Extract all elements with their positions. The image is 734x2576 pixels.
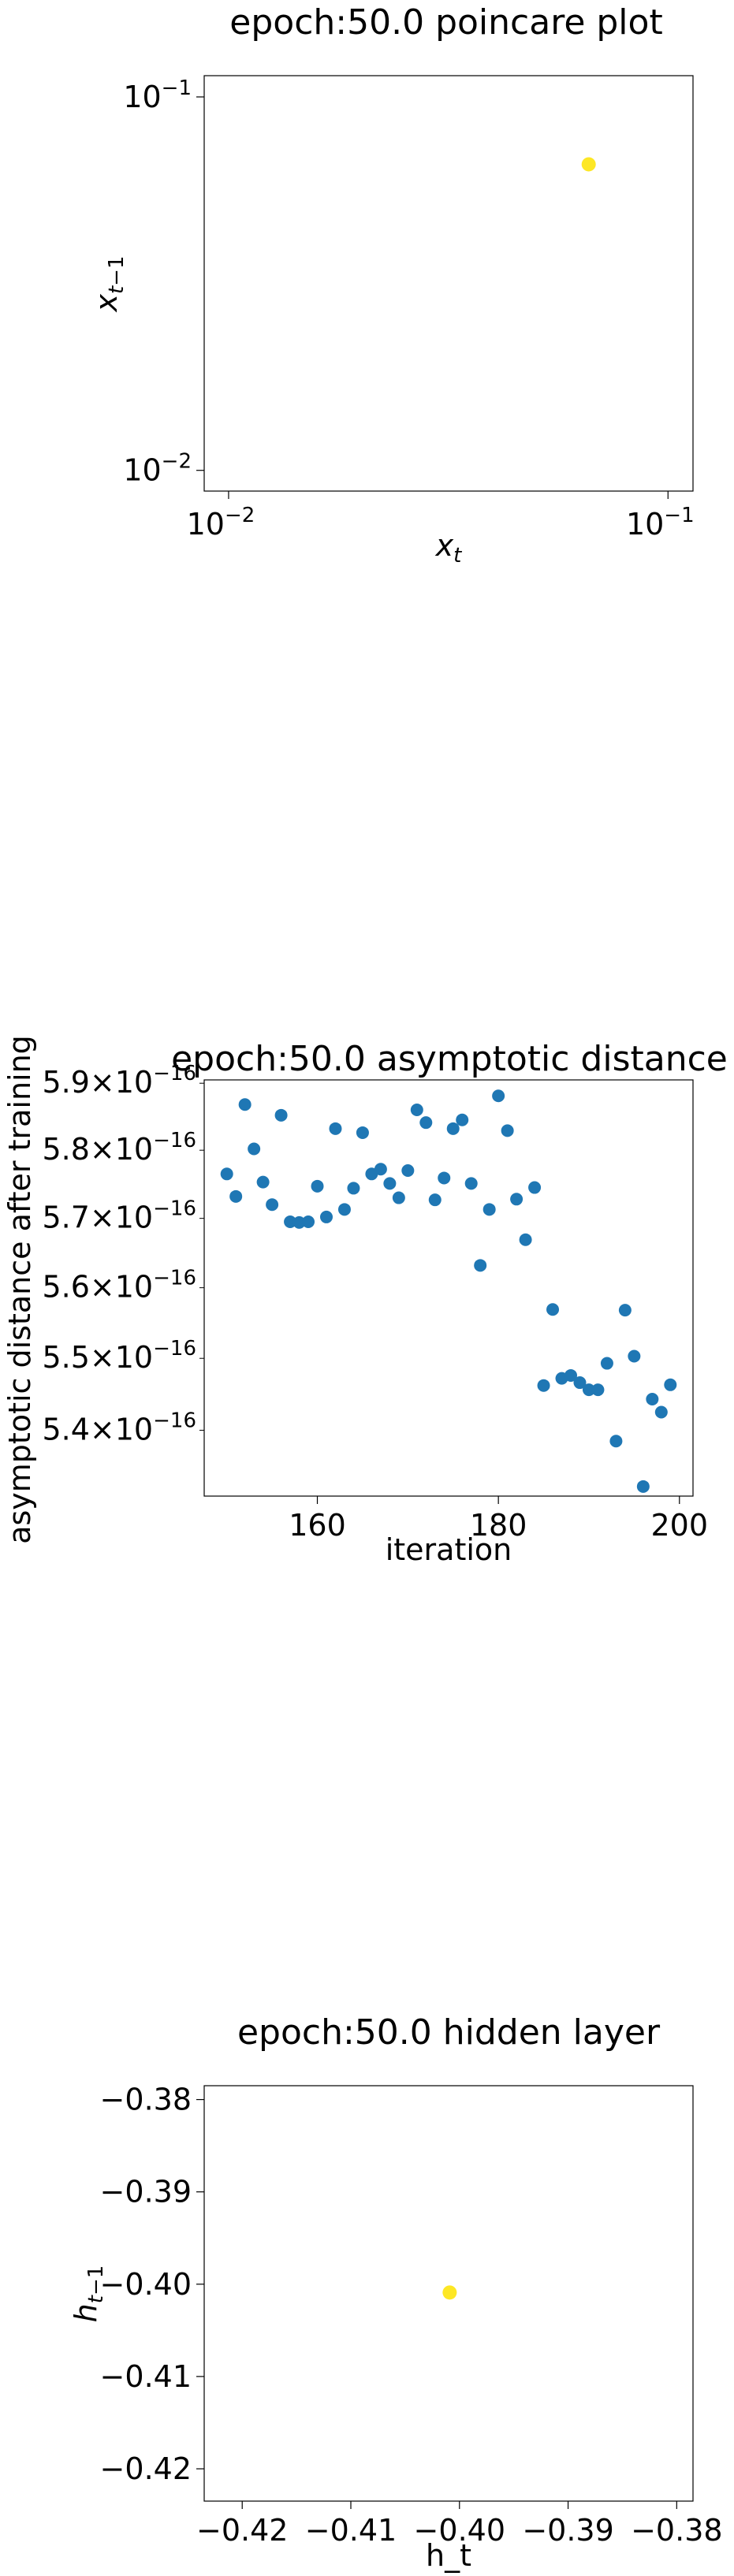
- asymptotic-point-0: [220, 1167, 233, 1181]
- asymptotic-point-24: [438, 1171, 451, 1185]
- hidden-point-0: [442, 2285, 457, 2300]
- asymptotic-point-29: [483, 1203, 496, 1216]
- poincare-ytick-label-0: 10−2: [123, 450, 192, 488]
- asymptotic-point-3: [248, 1142, 261, 1156]
- asymptotic-point-14: [347, 1182, 360, 1195]
- asymptotic-ytick-label-5: 5.9×10−16: [42, 1062, 196, 1100]
- asymptotic-point-47: [646, 1393, 659, 1406]
- asymptotic-point-34: [528, 1181, 542, 1194]
- chart-asymptotic: epoch:50.0 asymptotic distance 160 180 200…: [2, 1035, 728, 1567]
- asymptotic-point-33: [519, 1233, 532, 1246]
- asymptotic-ytick-label-4: 5.8×10−16: [42, 1129, 196, 1167]
- asymptotic-point-41: [591, 1383, 605, 1397]
- hidden-xlabel: h_t: [426, 2538, 471, 2573]
- asymptotic-ticks: 160 180 200 5.4×10−16 5.5×10−16 5.6×10−16 5.7×…: [42, 1062, 708, 1543]
- asymptotic-ytick-label-0: 5.4×10−16: [42, 1409, 196, 1446]
- asymptotic-point-23: [428, 1193, 442, 1207]
- asymptotic-point-10: [311, 1179, 324, 1193]
- asymptotic-ytick-label-3: 5.7×10−16: [42, 1197, 196, 1235]
- asymptotic-point-30: [492, 1089, 505, 1103]
- asymptotic-point-17: [374, 1163, 387, 1176]
- asymptotic-xlabel: iteration: [386, 1532, 512, 1567]
- asymptotic-point-15: [356, 1126, 369, 1139]
- asymptotic-point-18: [383, 1177, 397, 1190]
- asymptotic-ytick-label-2: 5.6×10−16: [42, 1267, 196, 1305]
- asymptotic-xtick-label-2: 200: [651, 1508, 709, 1543]
- asymptotic-point-6: [274, 1108, 288, 1122]
- asymptotic-point-42: [600, 1357, 613, 1370]
- hidden-ytick-label-2: −0.40: [100, 2267, 192, 2302]
- asymptotic-plot-frame: [203, 1079, 694, 1497]
- hidden-ytick-label-3: −0.41: [100, 2359, 192, 2394]
- asymptotic-point-20: [401, 1163, 415, 1177]
- poincare-plot-frame: [203, 75, 694, 492]
- hidden-ticks: −0.42 −0.41 −0.40 −0.39 −0.38 −0.38 −0.39 −0.40…: [100, 2083, 723, 2548]
- asymptotic-point-35: [537, 1379, 550, 1392]
- hidden-xtick-label-3: −0.39: [522, 2513, 613, 2548]
- asymptotic-point-4: [256, 1175, 270, 1189]
- chart-hidden: epoch:50.0 hidden layer −0.42 −0.41 −0.40−…: [69, 2012, 723, 2573]
- hidden-xtick-label-0: −0.42: [196, 2513, 288, 2548]
- asymptotic-point-27: [464, 1177, 478, 1190]
- asymptotic-point-1: [229, 1189, 243, 1203]
- asymptotic-point-45: [628, 1349, 641, 1363]
- asymptotic-point-13: [337, 1203, 351, 1216]
- hidden-ytick-label-0: −0.38: [100, 2083, 192, 2117]
- asymptotic-point-8: [292, 1215, 306, 1229]
- poincare-point-0: [581, 157, 596, 172]
- asymptotic-point-31: [501, 1124, 514, 1137]
- asymptotic-point-32: [510, 1193, 523, 1206]
- poincare-xtick-label-0: 10−2: [187, 504, 255, 542]
- asymptotic-point-46: [636, 1480, 650, 1493]
- poincare-marks: [581, 157, 596, 172]
- asymptotic-marks: [220, 1089, 677, 1493]
- hidden-marks: [442, 2285, 457, 2300]
- hidden-xtick-label-2: −0.40: [414, 2513, 505, 2548]
- asymptotic-point-5: [266, 1198, 279, 1212]
- poincare-xtick-label-1: 10−1: [626, 504, 695, 542]
- asymptotic-point-19: [392, 1191, 405, 1204]
- asymptotic-xtick-label-1: 180: [470, 1508, 527, 1543]
- hidden-ylabel: ht−1: [69, 2265, 108, 2323]
- poincare-ticks: 10−2 10−1 10−2 10−1: [123, 76, 694, 542]
- asymptotic-point-21: [410, 1104, 423, 1117]
- chart-poincare: epoch:50.0 poincare plot 10−2 10−110−210−…: [89, 2, 695, 568]
- asymptotic-point-9: [302, 1215, 315, 1229]
- asymptotic-point-48: [654, 1405, 668, 1419]
- asymptotic-point-25: [446, 1122, 460, 1135]
- asymptotic-point-22: [419, 1116, 433, 1130]
- poincare-ytick-label-1: 10−1: [123, 76, 192, 114]
- asymptotic-title: epoch:50.0 asymptotic distance: [171, 1039, 728, 1079]
- asymptotic-ytick-label-1: 5.5×10−16: [42, 1337, 196, 1375]
- asymptotic-xtick-label-0: 160: [289, 1508, 346, 1543]
- asymptotic-point-26: [456, 1113, 469, 1126]
- hidden-ytick-label-4: −0.42: [100, 2451, 192, 2486]
- asymptotic-point-43: [609, 1435, 623, 1448]
- asymptotic-point-28: [474, 1259, 487, 1272]
- poincare-ylabel: xt−1: [89, 255, 129, 312]
- asymptotic-point-12: [329, 1122, 342, 1135]
- hidden-xtick-label-4: −0.38: [631, 2513, 722, 2548]
- asymptotic-point-39: [573, 1376, 587, 1390]
- hidden-plot-frame: [203, 2085, 694, 2502]
- asymptotic-ylabel: asymptotic distance after training: [2, 1035, 37, 1544]
- asymptotic-point-2: [238, 1098, 251, 1111]
- asymptotic-point-49: [664, 1378, 677, 1391]
- asymptotic-point-40: [582, 1383, 595, 1397]
- asymptotic-point-44: [618, 1304, 632, 1317]
- hidden-title: epoch:50.0 hidden layer: [237, 2012, 661, 2053]
- hidden-ytick-label-1: −0.39: [100, 2175, 192, 2209]
- hidden-xtick-label-1: −0.41: [305, 2513, 397, 2548]
- asymptotic-point-38: [564, 1368, 577, 1382]
- poincare-title: epoch:50.0 poincare plot: [229, 2, 662, 43]
- asymptotic-point-7: [284, 1215, 297, 1229]
- asymptotic-point-11: [320, 1210, 333, 1223]
- asymptotic-point-36: [546, 1303, 560, 1316]
- poincare-xlabel: xt: [435, 528, 463, 568]
